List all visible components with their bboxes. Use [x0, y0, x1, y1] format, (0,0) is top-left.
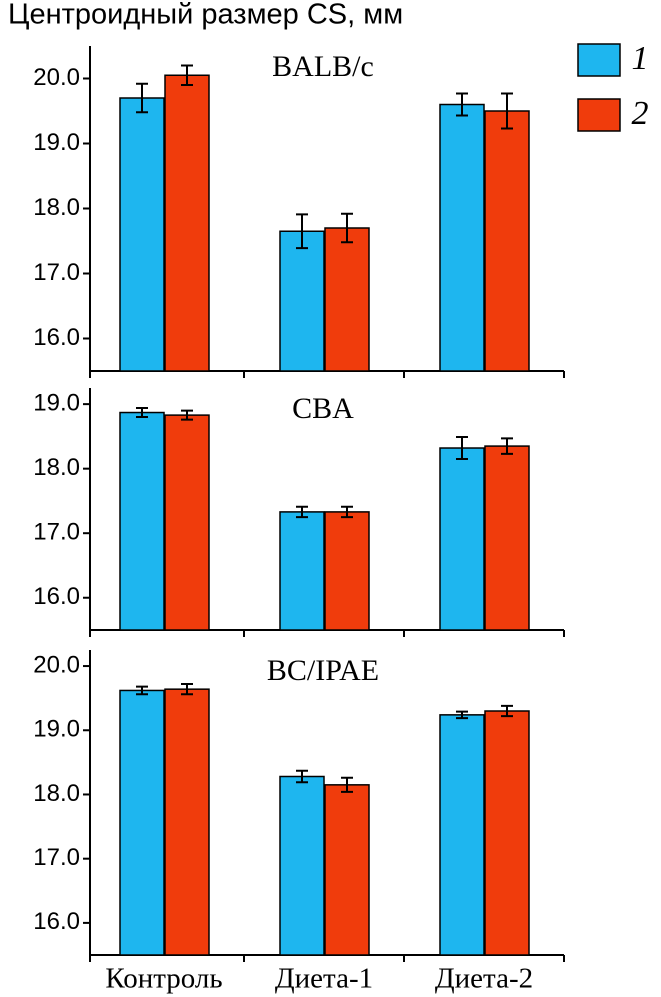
error-bar — [501, 437, 513, 455]
error-bar — [296, 213, 308, 250]
y-tick-label: 17.0 — [33, 259, 80, 286]
error-bar — [181, 64, 193, 86]
error-bar — [456, 92, 468, 117]
x-tick-label: Диета-2 — [435, 963, 533, 995]
error-bar — [456, 710, 468, 720]
legend-swatch — [577, 43, 621, 77]
error-bar — [181, 409, 193, 421]
legend-label: 1 — [632, 40, 649, 77]
bar — [164, 688, 210, 956]
y-tick-label: 18.0 — [33, 780, 80, 807]
y-tick-label: 20.0 — [33, 651, 80, 678]
error-bar — [136, 685, 148, 696]
error-bar — [501, 704, 513, 718]
y-tick-label: 20.0 — [33, 64, 80, 91]
bar — [484, 445, 530, 631]
bar — [439, 714, 485, 956]
y-tick-label: 19.0 — [33, 389, 80, 416]
x-tick-label: Диета-1 — [275, 963, 373, 995]
y-tick-label: 17.0 — [33, 519, 80, 546]
chart-title: Центроидный размер CS, мм — [8, 0, 403, 31]
bar — [324, 227, 370, 372]
bar — [484, 110, 530, 372]
error-bar — [456, 436, 468, 460]
error-bar — [501, 92, 513, 130]
panel-title: BC/IPAE — [267, 654, 379, 687]
y-tick-label: 18.0 — [33, 194, 80, 221]
bar — [119, 97, 165, 372]
bar — [119, 689, 165, 956]
error-bar — [296, 505, 308, 519]
error-bar — [181, 683, 193, 696]
error-bar — [341, 776, 353, 793]
y-tick-label: 19.0 — [33, 716, 80, 743]
y-tick-label: 16.0 — [33, 908, 80, 935]
bar — [279, 230, 325, 372]
error-bar — [136, 82, 148, 114]
bar — [279, 511, 325, 631]
error-bar — [341, 505, 353, 519]
legend-label: 2 — [632, 95, 649, 132]
bar — [324, 511, 370, 631]
y-tick-label: 16.0 — [33, 324, 80, 351]
bar — [164, 74, 210, 372]
bar — [439, 103, 485, 372]
x-tick-label: Контроль — [105, 963, 222, 995]
bar — [484, 710, 530, 956]
bar — [279, 775, 325, 956]
legend-swatch — [577, 98, 621, 132]
bar — [439, 447, 485, 631]
bar — [324, 784, 370, 956]
bar — [119, 411, 165, 631]
y-tick-label: 16.0 — [33, 583, 80, 610]
panel-title: CBA — [292, 392, 354, 425]
y-tick-label: 17.0 — [33, 844, 80, 871]
y-tick-label: 18.0 — [33, 454, 80, 481]
error-bar — [296, 769, 308, 784]
panel-title: BALB/c — [272, 50, 374, 83]
y-tick-label: 19.0 — [33, 129, 80, 156]
error-bar — [341, 212, 353, 244]
bar — [164, 414, 210, 631]
error-bar — [136, 407, 148, 419]
